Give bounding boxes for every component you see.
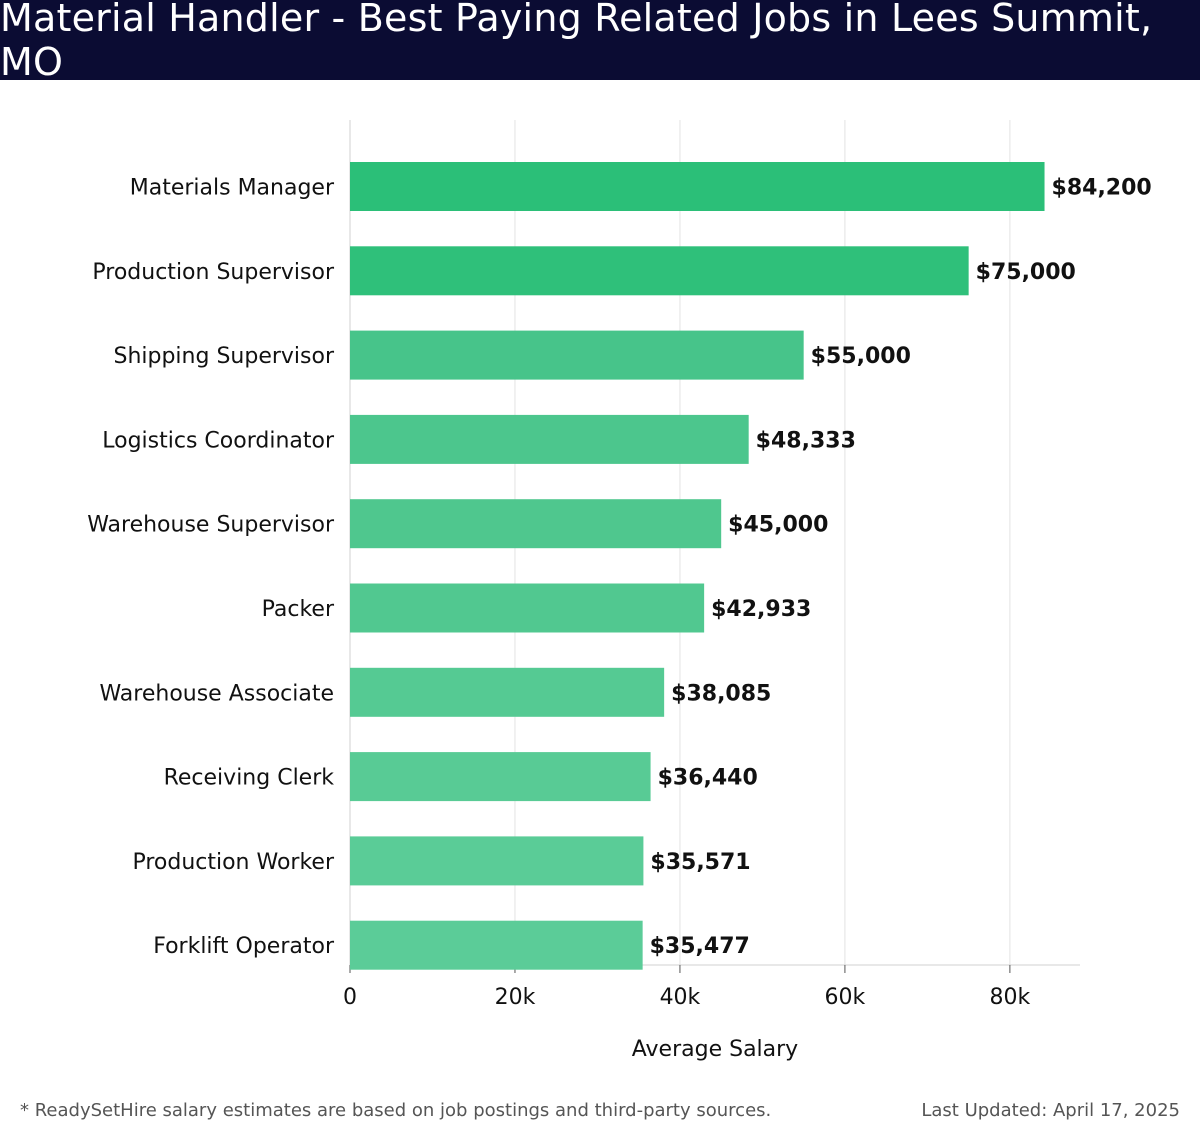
last-updated: Last Updated: April 17, 2025: [921, 1100, 1180, 1121]
header-bar: Material Handler - Best Paying Related J…: [0, 0, 1200, 84]
category-label: Logistics Coordinator: [102, 428, 335, 453]
category-label: Warehouse Associate: [99, 681, 334, 706]
value-label: $48,333: [756, 428, 856, 453]
value-label: $84,200: [1052, 176, 1152, 201]
bar: [350, 414, 749, 464]
x-tick-label: 0: [343, 985, 357, 1010]
bar: [350, 667, 665, 717]
bar: [350, 330, 804, 380]
footnote: * ReadySetHire salary estimates are base…: [20, 1100, 772, 1121]
x-axis-title: Average Salary: [632, 1037, 798, 1062]
bar: [350, 499, 722, 549]
bar: [350, 752, 651, 802]
value-label: $35,571: [650, 850, 750, 875]
bar: [350, 583, 705, 633]
category-label: Production Supervisor: [92, 260, 335, 285]
bar: [350, 836, 644, 886]
category-label: Production Worker: [132, 850, 335, 875]
value-label: $35,477: [650, 934, 750, 959]
value-label: $42,933: [711, 597, 811, 622]
bar: [350, 920, 643, 970]
chart-title: Material Handler - Best Paying Related J…: [0, 0, 1153, 84]
x-tick-label: 40k: [660, 985, 701, 1010]
bar: [350, 162, 1045, 211]
x-tick-label: 60k: [825, 985, 866, 1010]
category-label: Materials Manager: [130, 176, 335, 201]
x-tick-label: 80k: [990, 985, 1031, 1010]
value-label: $75,000: [976, 260, 1076, 285]
x-tick-label: 20k: [495, 985, 536, 1010]
value-label: $38,085: [671, 681, 771, 706]
category-label: Packer: [262, 597, 335, 622]
category-label: Forklift Operator: [153, 934, 335, 959]
category-label: Shipping Supervisor: [113, 344, 334, 369]
bar: [350, 246, 969, 296]
value-label: $55,000: [811, 344, 911, 369]
category-label: Warehouse Supervisor: [87, 513, 335, 538]
bar-chart: 0 20k 40k 60k 80k Materials Manager $84,200 Pro…: [87, 120, 1152, 1062]
value-label: $45,000: [728, 513, 828, 538]
category-label: Receiving Clerk: [164, 766, 335, 791]
value-label: $36,440: [658, 766, 758, 791]
